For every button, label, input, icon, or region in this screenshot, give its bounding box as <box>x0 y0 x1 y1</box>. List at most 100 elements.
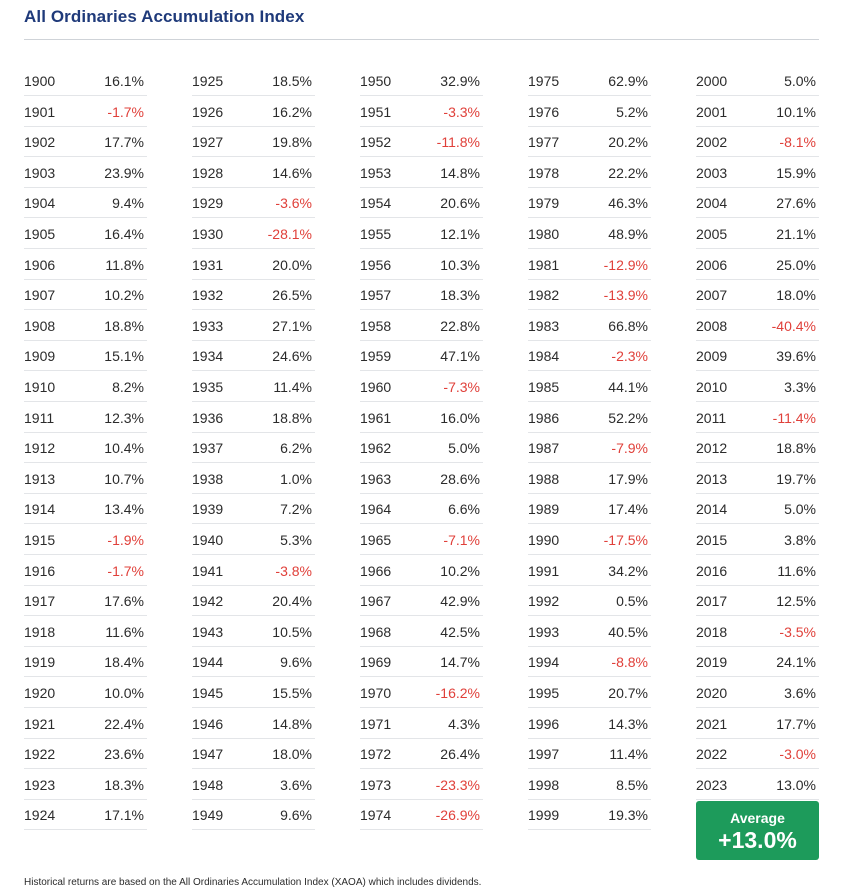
average-badge: Average +13.0% <box>696 801 819 860</box>
year-cell: 1953 <box>360 164 392 181</box>
return-cell: 42.9% <box>440 593 480 610</box>
row-divider <box>528 584 651 586</box>
return-cell: 3.3% <box>784 379 816 395</box>
row-divider <box>696 523 819 525</box>
row-divider <box>360 217 483 219</box>
year-cell: 1928 <box>192 164 224 181</box>
return-cell: 26.4% <box>440 746 480 763</box>
year-cell: 2005 <box>696 226 728 242</box>
row-divider <box>528 401 651 402</box>
year-cell: 2023 <box>696 776 728 793</box>
row-divider <box>528 768 651 770</box>
row-divider <box>192 217 315 219</box>
year-cell: 1909 <box>24 348 56 365</box>
return-cell: 4.3% <box>448 715 480 732</box>
year-cell: 1943 <box>192 623 224 640</box>
year-cell: 1923 <box>24 776 56 793</box>
return-cell: 14.3% <box>608 715 648 732</box>
return-cell: 10.4% <box>104 440 144 457</box>
return-cell: 11.4% <box>273 379 312 395</box>
return-cell: 11.6% <box>777 562 816 579</box>
return-cell: 3.8% <box>784 532 816 548</box>
row-divider <box>528 523 651 525</box>
row-divider <box>24 645 147 647</box>
year-cell: 2015 <box>696 532 728 548</box>
row-divider <box>696 248 819 249</box>
year-cell: 2007 <box>696 287 728 304</box>
row-divider <box>696 431 819 433</box>
return-cell: 20.7% <box>608 685 648 701</box>
return-cell: 18.3% <box>104 776 144 793</box>
row-divider <box>24 278 147 280</box>
row-divider <box>696 95 819 96</box>
year-cell: 1918 <box>24 623 56 640</box>
year-cell: 1927 <box>192 134 224 151</box>
year-cell: 1957 <box>360 287 392 304</box>
return-cell: 18.5% <box>272 73 312 89</box>
return-cell: 12.1% <box>440 226 480 242</box>
return-cell: 16.0% <box>440 409 480 426</box>
year-cell: 1976 <box>528 103 560 120</box>
return-cell: 32.9% <box>440 73 480 89</box>
year-cell: 1919 <box>24 654 56 671</box>
row-divider <box>696 186 819 188</box>
year-cell: 2021 <box>696 715 728 732</box>
row-divider <box>528 248 651 249</box>
return-cell: 10.3% <box>440 256 480 273</box>
return-cell: 3.6% <box>784 685 816 701</box>
year-cell: 2006 <box>696 256 728 273</box>
return-cell: 22.8% <box>440 317 480 334</box>
row-divider <box>192 584 315 586</box>
row-divider <box>360 462 483 464</box>
return-cell: 18.8% <box>776 440 816 457</box>
return-cell: 5.3% <box>280 532 312 548</box>
year-cell: 2002 <box>696 134 728 151</box>
row-divider <box>360 707 483 708</box>
year-cell: 1949 <box>192 807 224 824</box>
row-divider <box>192 248 315 249</box>
row-divider <box>24 492 147 494</box>
return-cell: 18.4% <box>104 654 144 671</box>
return-cell: -23.3% <box>435 776 480 793</box>
return-cell: 39.6% <box>776 348 816 365</box>
year-cell: 2016 <box>696 562 728 579</box>
row-divider <box>192 401 315 402</box>
year-cell: 1973 <box>360 776 392 793</box>
return-cell: 23.9% <box>104 164 144 181</box>
year-cell: 2011 <box>696 409 727 426</box>
year-cell: 1942 <box>192 593 224 610</box>
row-divider <box>528 707 651 708</box>
year-cell: 1950 <box>360 73 392 89</box>
return-cell: 66.8% <box>608 317 648 334</box>
row-divider <box>360 370 483 372</box>
return-cell: -7.3% <box>443 379 480 395</box>
return-cell: 20.6% <box>440 195 480 212</box>
row-divider <box>192 737 315 739</box>
year-cell: 1924 <box>24 807 56 824</box>
return-cell: 15.9% <box>776 164 816 181</box>
row-divider <box>360 95 483 96</box>
average-label: Average <box>730 810 785 826</box>
return-cell: -1.9% <box>107 532 144 548</box>
row-divider <box>24 431 147 433</box>
year-cell: 1960 <box>360 379 392 395</box>
return-cell: 17.7% <box>104 134 144 151</box>
row-divider <box>192 186 315 188</box>
year-cell: 1978 <box>528 164 560 181</box>
return-cell: 10.7% <box>104 470 144 487</box>
year-cell: 1979 <box>528 195 560 212</box>
return-cell: 13.4% <box>104 501 144 518</box>
return-cell: 9.4% <box>112 195 144 212</box>
year-cell: 1969 <box>360 654 392 671</box>
return-cell: 18.8% <box>272 409 312 426</box>
year-cell: 1977 <box>528 134 560 151</box>
year-cell: 1999 <box>528 807 560 824</box>
row-divider <box>360 645 483 647</box>
return-cell: 20.2% <box>608 134 648 151</box>
return-cell: 46.3% <box>608 195 648 212</box>
year-cell: 1945 <box>192 685 224 701</box>
row-divider <box>696 707 819 708</box>
row-divider <box>696 492 819 494</box>
year-cell: 1958 <box>360 317 392 334</box>
